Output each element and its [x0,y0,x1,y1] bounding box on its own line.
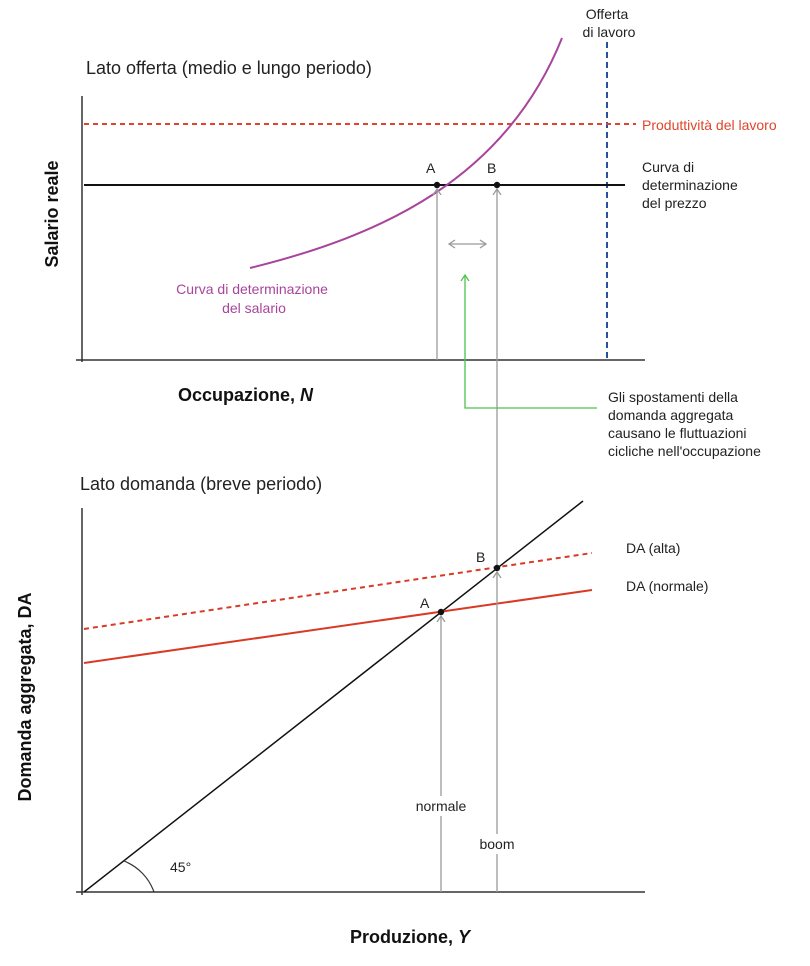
productivity-label: Produttività del lavoro [642,117,777,133]
forty-five-degree-arc [123,860,155,893]
top-point-a-label: A [426,160,436,176]
employment-shift-arrow [447,239,488,249]
boom-label-bg [474,834,520,854]
top-point-b [493,181,501,189]
top-y-axis-label: Salario reale [42,160,62,267]
annotation: Gli spostamenti della domanda aggregata … [465,276,761,459]
top-x-axis-label: Occupazione, N [178,385,314,405]
bottom-y-axis-label: Domanda aggregata, DA [15,592,35,801]
bottom-x-axis-label: Produzione, Y [350,927,472,947]
price-setting-label: Curva di determinazione del prezzo [642,159,742,211]
top-panel: Lato offerta (medio e lungo periodo) Sal… [42,6,777,566]
annotation-pointer [465,276,597,409]
bottom-panel-title: Lato domanda (breve periodo) [80,474,322,494]
forty-five-degree-line [83,500,584,893]
normal-label: normale [416,798,467,814]
bottom-point-a-label: A [420,595,430,611]
ad-high-label: DA (alta) [626,540,680,556]
bottom-point-b-label: B [476,549,485,565]
top-point-b-label: B [487,160,496,176]
labour-supply-label: Offerta di lavoro [583,6,636,40]
wage-setting-label: Curva di determinazione del salario [176,281,332,316]
ad-high-curve [83,552,593,630]
ad-normal-label: DA (normale) [626,578,708,594]
top-panel-title: Lato offerta (medio e lungo periodo) [86,58,372,78]
bottom-panel: Lato domanda (breve periodo) Domanda agg… [15,474,708,947]
forty-five-degree-label: 45° [170,859,191,875]
boom-label: boom [479,836,514,852]
bottom-point-a [437,608,445,616]
ad-normal-curve [83,589,593,664]
normal-label-bg [409,796,473,816]
bottom-point-b [493,564,501,572]
annotation-text: Gli spostamenti della domanda aggregata … [608,389,761,459]
top-point-a [433,181,441,189]
